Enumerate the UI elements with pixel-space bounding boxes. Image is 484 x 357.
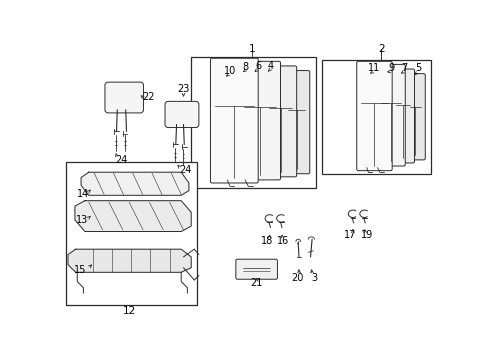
Text: 18: 18 — [261, 236, 273, 246]
Text: 12: 12 — [123, 306, 136, 316]
FancyBboxPatch shape — [264, 66, 296, 177]
Text: 10: 10 — [223, 66, 235, 76]
Text: 7: 7 — [401, 63, 407, 73]
Text: 20: 20 — [291, 273, 303, 283]
FancyBboxPatch shape — [210, 58, 257, 183]
Text: 2: 2 — [378, 44, 384, 54]
Text: 11: 11 — [367, 63, 379, 73]
Text: 15: 15 — [74, 265, 86, 275]
FancyBboxPatch shape — [283, 71, 309, 174]
Text: 16: 16 — [276, 236, 288, 246]
Text: 17: 17 — [343, 230, 355, 240]
FancyBboxPatch shape — [405, 74, 424, 160]
Bar — [191, 57, 315, 187]
Text: 13: 13 — [76, 215, 88, 225]
Text: 22: 22 — [142, 92, 155, 102]
FancyBboxPatch shape — [239, 61, 280, 180]
Text: 23: 23 — [177, 84, 189, 94]
Bar — [65, 162, 196, 305]
FancyBboxPatch shape — [165, 101, 198, 127]
FancyBboxPatch shape — [375, 64, 405, 166]
Polygon shape — [81, 172, 188, 195]
Text: 3: 3 — [311, 273, 317, 283]
Text: 8: 8 — [242, 62, 248, 72]
FancyBboxPatch shape — [391, 69, 414, 163]
Text: 24: 24 — [116, 155, 128, 165]
Text: 9: 9 — [388, 63, 393, 73]
Text: 5: 5 — [414, 63, 421, 73]
Text: 1: 1 — [248, 44, 255, 54]
FancyBboxPatch shape — [105, 82, 143, 113]
Text: 14: 14 — [76, 189, 89, 199]
Text: 4: 4 — [267, 61, 273, 71]
Text: 21: 21 — [250, 278, 262, 288]
Bar — [321, 60, 431, 174]
Text: 24: 24 — [179, 165, 191, 175]
Text: 6: 6 — [255, 61, 261, 71]
Text: 19: 19 — [360, 230, 372, 240]
Polygon shape — [75, 201, 191, 231]
FancyBboxPatch shape — [235, 259, 277, 279]
FancyBboxPatch shape — [356, 61, 392, 171]
Polygon shape — [68, 249, 191, 272]
